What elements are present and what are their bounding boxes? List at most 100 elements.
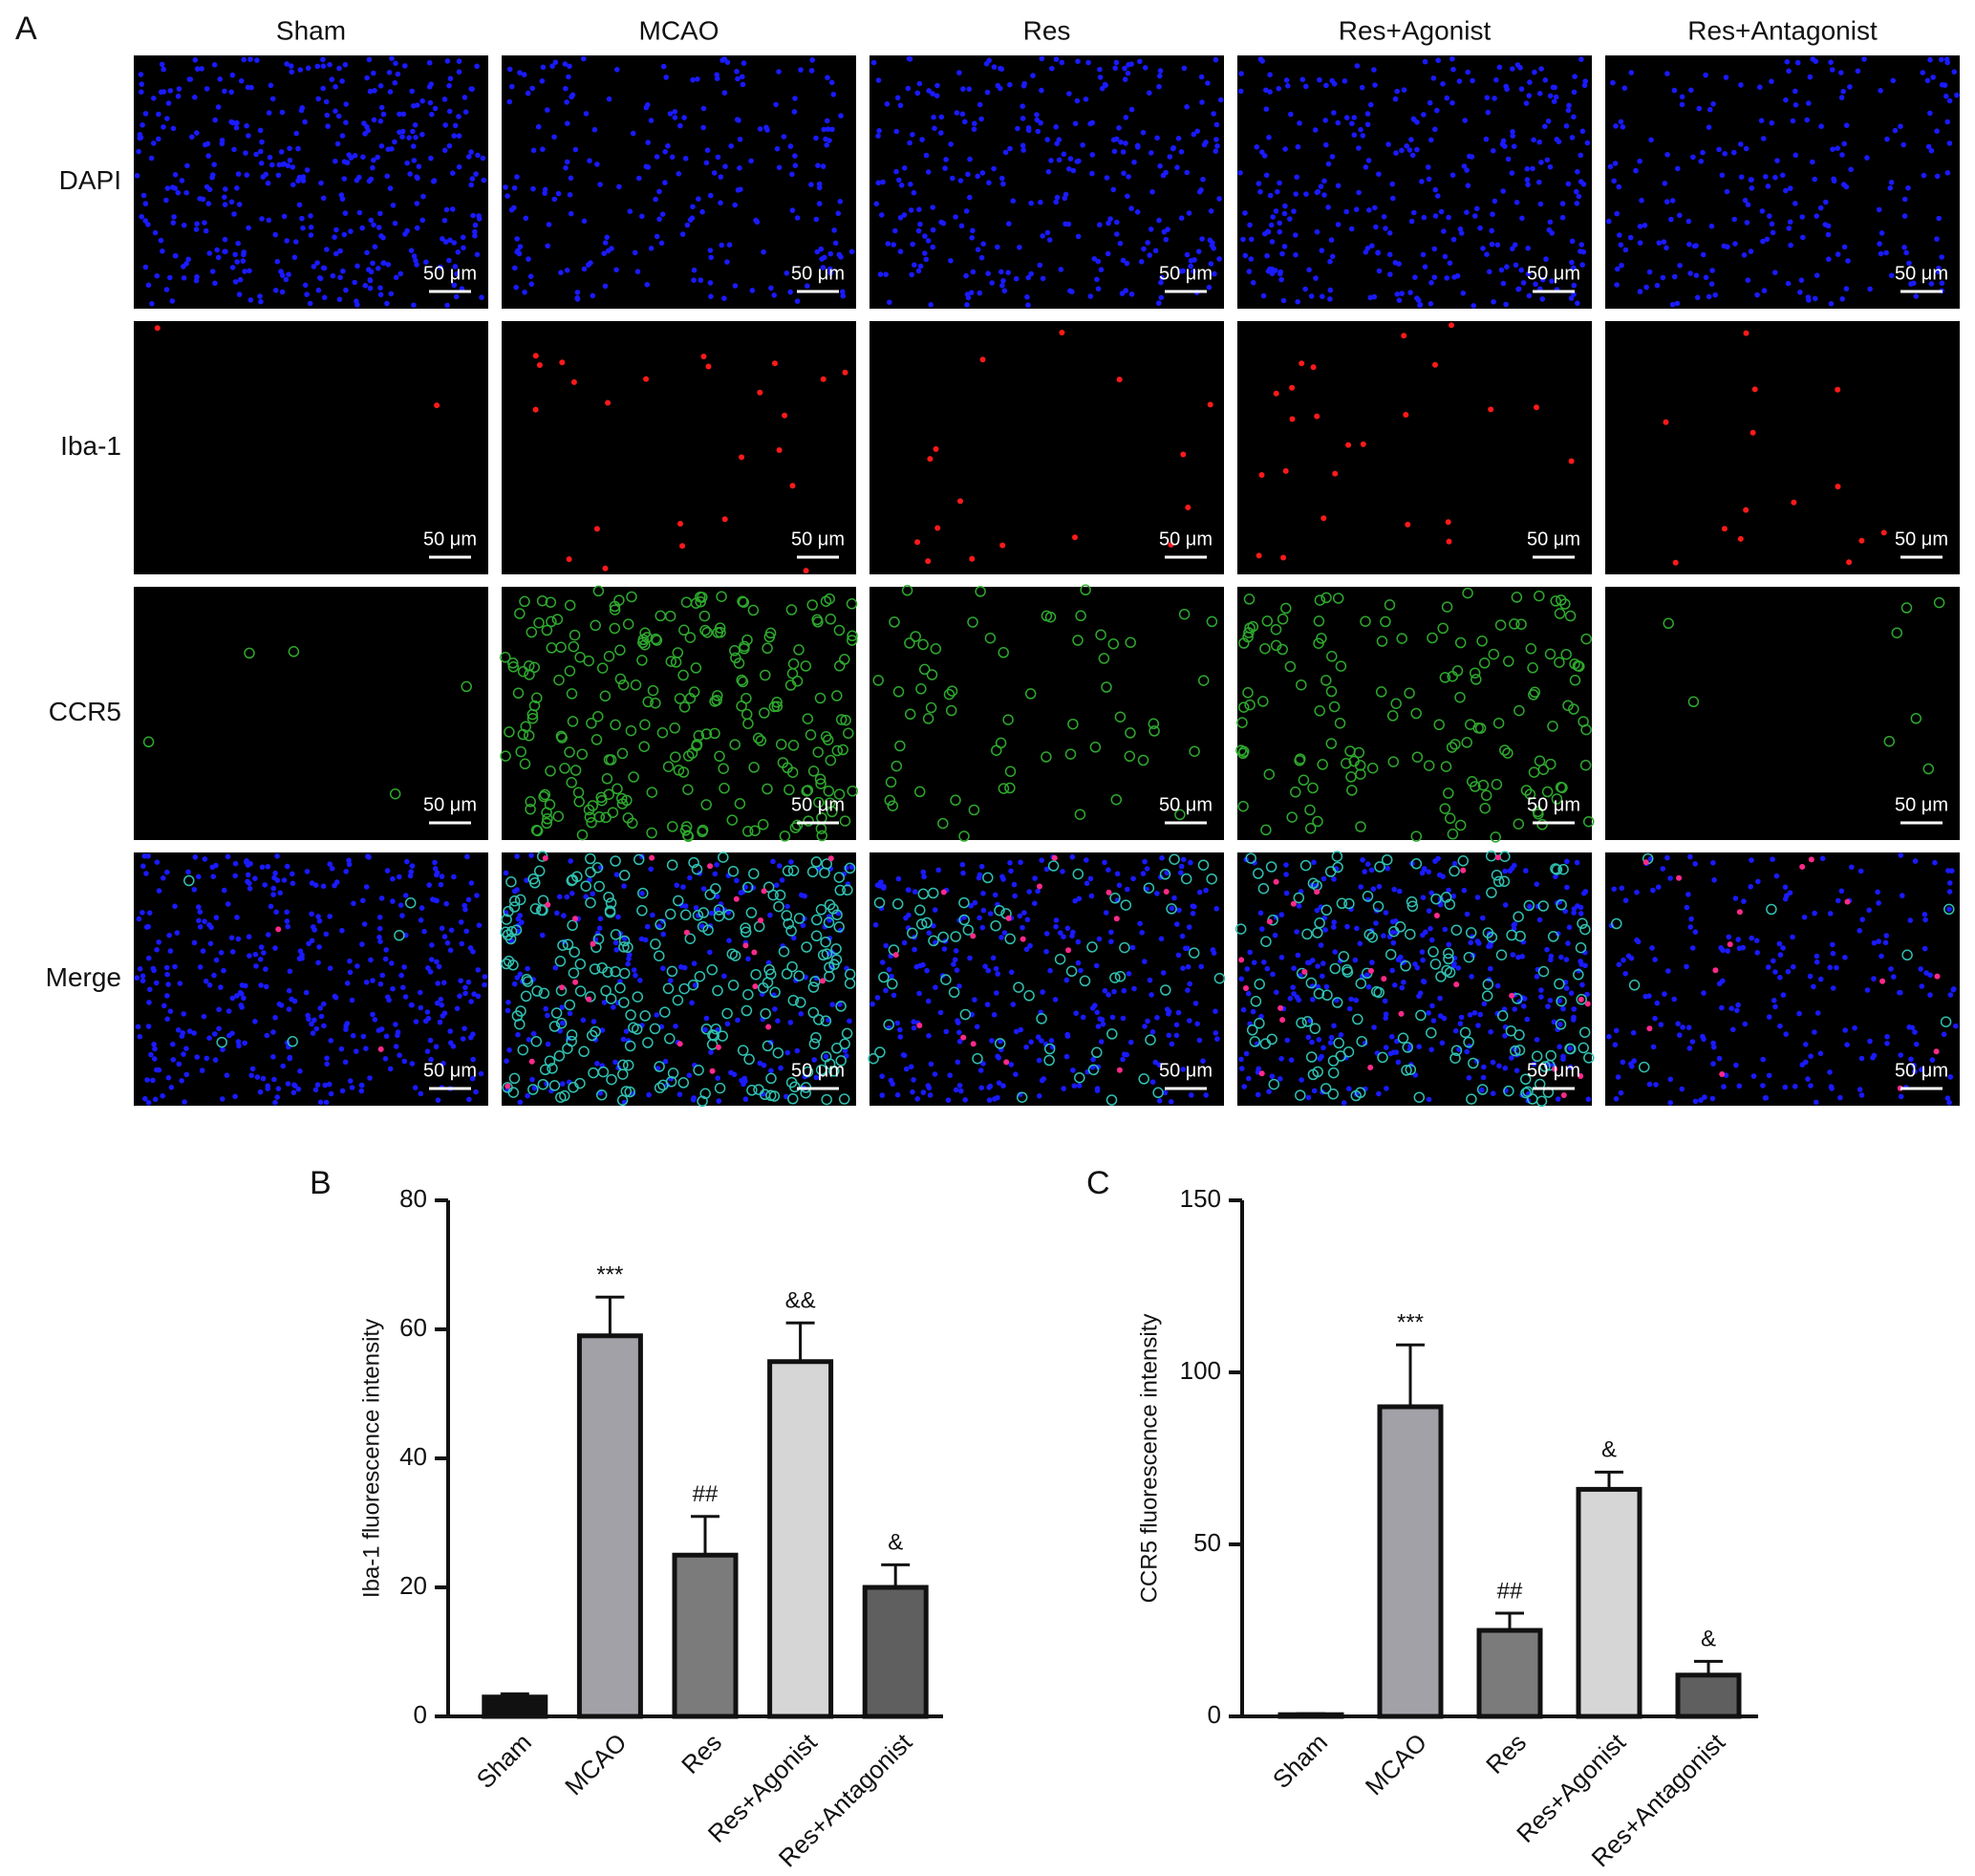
cell [389,55,395,61]
cell [1389,929,1396,936]
cell [471,991,477,997]
cell [1457,1021,1464,1026]
cell [1186,924,1192,930]
cell [1320,1083,1332,1094]
cell [712,871,719,877]
cell [639,213,645,220]
cell [247,56,253,62]
cell [1547,721,1558,732]
cell [139,213,144,220]
cell [1420,895,1427,900]
cell [1929,1057,1936,1063]
cell [830,943,842,955]
cell [1266,1089,1272,1094]
cell [265,864,271,870]
cell [602,565,609,571]
cell [1575,941,1587,954]
cell [1578,1042,1589,1054]
cell [1364,861,1371,867]
cell [1466,776,1478,787]
cell [633,853,645,866]
cell [328,1038,334,1044]
cell [206,250,213,256]
cell [272,231,279,238]
cell [1282,146,1288,152]
cell [212,1057,219,1063]
cell [616,798,629,809]
cell [1667,875,1673,881]
cell [1446,538,1452,545]
cell [1054,194,1061,201]
cell [538,987,550,1000]
cell [364,123,370,130]
cell [1000,181,1006,187]
cell [665,142,671,149]
cell [1043,1043,1056,1055]
cell [1396,297,1403,304]
cell [1569,135,1576,140]
cell [295,145,301,152]
cell [897,215,904,221]
cell [1791,963,1796,970]
cell [1551,1019,1557,1025]
cell [1072,897,1078,904]
cell [726,814,739,826]
cell [1464,209,1470,215]
cell [1242,687,1254,699]
cell [1332,949,1338,955]
cell [1142,858,1148,865]
cell [989,1038,995,1044]
cell [958,830,970,842]
cell [1711,877,1717,883]
cell [526,1037,532,1043]
cell [1564,858,1570,865]
cell [1878,250,1884,257]
cell [798,67,804,73]
cell [1321,192,1327,198]
cell [599,1027,606,1033]
cell [792,162,799,168]
cell [749,288,756,293]
cell [1811,983,1816,990]
cell [448,927,455,934]
cell [673,765,685,776]
cell [873,896,886,909]
cell [811,914,823,926]
cell [1838,888,1845,895]
cell [805,283,810,290]
cell [566,74,571,80]
cell [371,117,377,123]
cell [1764,236,1771,243]
cell [366,178,373,184]
cell [1258,1070,1265,1077]
cell [462,1025,467,1031]
cell [1406,900,1419,913]
cell [1279,1017,1286,1024]
cell [908,182,913,187]
cell [302,282,309,289]
cell [1307,1068,1320,1081]
cell [192,95,198,100]
cell [835,1055,847,1067]
cell [930,244,936,250]
cell [603,651,615,662]
cell [930,205,935,210]
cell [415,175,420,182]
cell [520,990,532,1003]
cell [831,690,843,701]
cell [1053,56,1060,62]
cell [759,707,770,719]
cell [412,1085,419,1090]
micrograph-background [134,587,488,840]
cell [707,949,713,956]
cell [1439,1040,1446,1046]
cell [454,270,461,277]
cell [1638,1061,1650,1073]
cell [916,990,922,997]
cell [1410,830,1423,842]
cell [1553,873,1558,880]
cell [887,978,898,990]
cell [1401,1065,1412,1076]
cell [714,1082,726,1094]
cell [1520,1087,1532,1099]
